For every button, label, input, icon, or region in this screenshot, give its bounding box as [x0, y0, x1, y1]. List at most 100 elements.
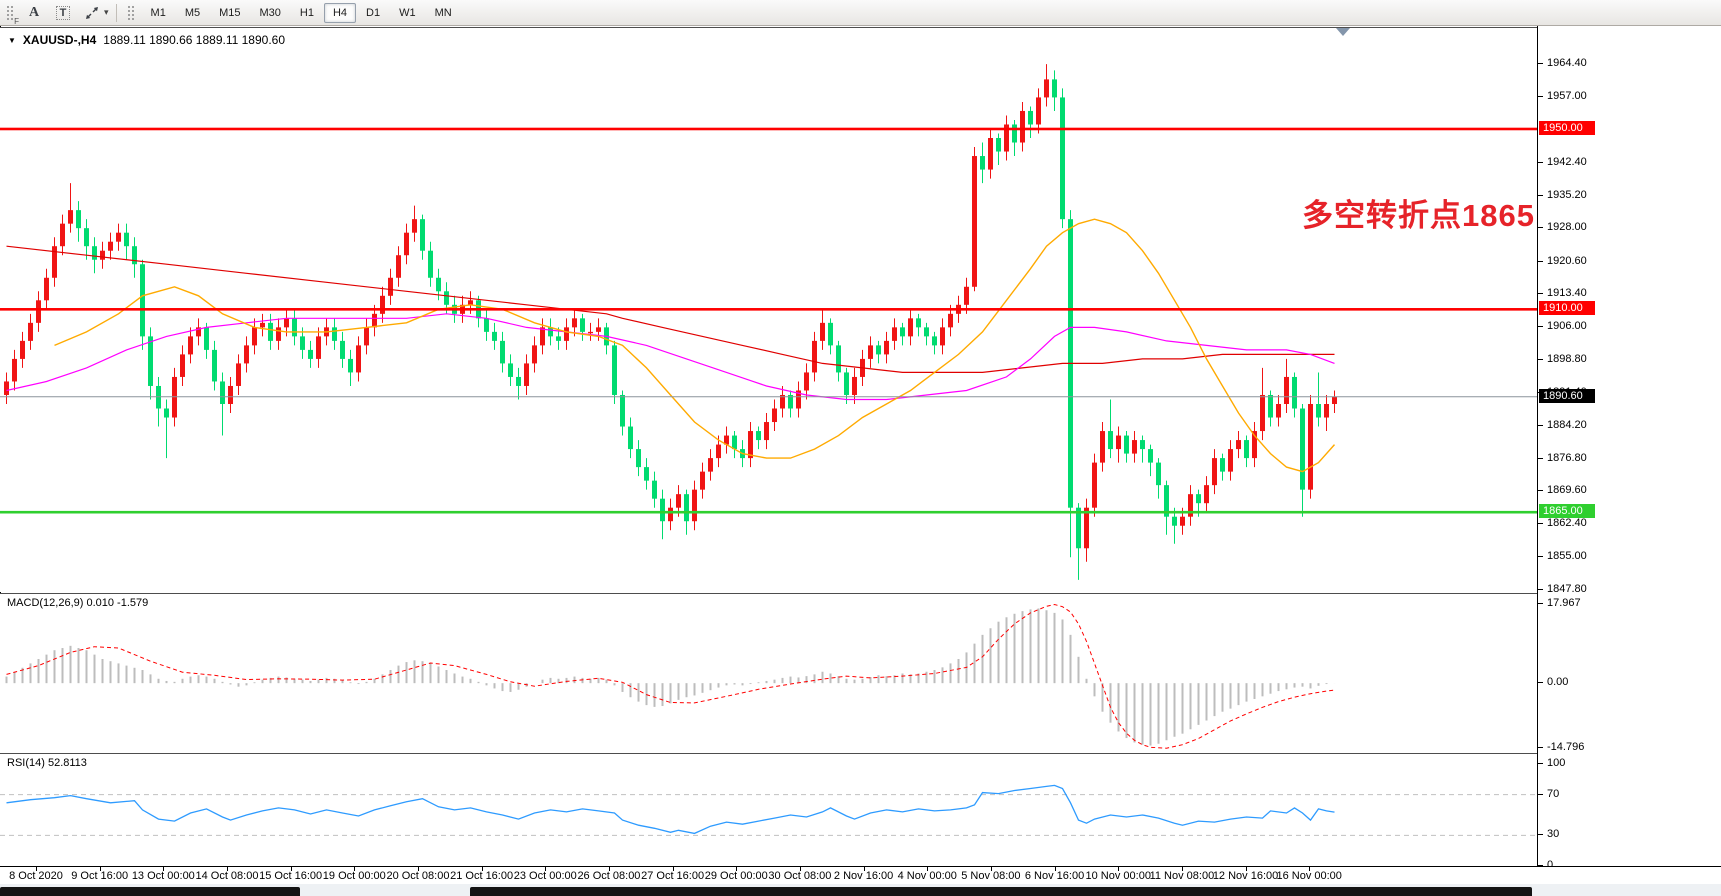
time-tick-dash [927, 867, 929, 871]
price-tick-dash [1538, 96, 1543, 98]
macd-tick: 17.967 [1547, 597, 1581, 610]
timeframe-mn-button[interactable]: MN [434, 6, 452, 19]
scroll-to-end-icon[interactable] [1336, 28, 1350, 36]
time-tick-dash [417, 867, 419, 871]
chart-symbol-label: XAUUSD-,H4 [22, 33, 97, 47]
price-tick-dash [1538, 358, 1543, 360]
time-label: 30 Oct 08:00 [768, 870, 832, 882]
rsi-label: RSI(14) 52.8113 [7, 757, 87, 769]
text-annotation-icon[interactable]: A [28, 4, 40, 20]
hline-1910[interactable] [0, 308, 1537, 311]
time-tick-dash [990, 867, 992, 871]
timeframe-m1-button[interactable]: M1 [150, 6, 166, 19]
time-tick-dash [290, 867, 292, 871]
grip-f-label: F [14, 16, 19, 26]
time-label: 26 Oct 08:00 [577, 870, 641, 882]
macd-indicator-chart [0, 593, 1537, 753]
timeframe-m15-button[interactable]: M15 [219, 6, 241, 19]
chart-text-annotation[interactable]: 多空转折点1865 [1302, 198, 1535, 233]
time-tick-dash [799, 867, 801, 871]
price-tick: 1920.60 [1547, 254, 1587, 267]
time-label: 10 Nov 00:00 [1085, 870, 1151, 882]
price-tick-dash [1538, 556, 1543, 558]
time-label: 14 Oct 08:00 [195, 870, 259, 882]
hline-1865[interactable] [0, 510, 1537, 514]
price-tick-dash [1538, 227, 1543, 229]
level-badge-1865.00: 1865.00 [1539, 504, 1595, 519]
timeframe-h4-button[interactable]: H4 [323, 2, 357, 23]
current-price-badge: 1890.60 [1539, 388, 1595, 403]
price-tick-dash [1538, 424, 1543, 426]
time-label: 29 Oct 00:00 [704, 870, 768, 882]
rsi-tick-dash [1538, 834, 1543, 836]
chart-quote-values: 1889.11 1890.66 1889.11 1890.60 [103, 33, 285, 47]
time-tick-dash [1118, 867, 1120, 871]
macd-tick: -14.796 [1547, 741, 1585, 754]
price-tick-dash [1538, 458, 1543, 459]
time-axis[interactable]: 8 Oct 2020 9 Oct 16:00 13 Oct 00:00 14 Oct … [0, 866, 1721, 884]
price-tick-dash [1538, 194, 1543, 196]
time-tick-dash [226, 867, 228, 871]
price-tick-dash [1538, 522, 1543, 524]
macd-tick-dash [1538, 603, 1543, 605]
ma-magenta-line [6, 313, 1335, 401]
arrow-dropdown-caret-icon[interactable]: ▾ [104, 7, 109, 17]
price-tick: 1884.20 [1547, 418, 1587, 431]
time-label: 20 Oct 08:00 [386, 870, 450, 882]
bottom-strip [0, 884, 1721, 896]
time-tick-dash [1245, 867, 1247, 871]
time-tick-dash [99, 867, 101, 871]
timeframe-m5-button[interactable]: M5 [184, 6, 201, 19]
toolbar-separator [115, 3, 117, 22]
price-tick: 1964.40 [1547, 57, 1587, 70]
bottom-strip-segment [470, 887, 1532, 896]
timeframe-m30-button[interactable]: M30 [259, 6, 281, 19]
text-label-icon[interactable]: T [55, 5, 71, 20]
macd-tick: 0.00 [1547, 676, 1569, 689]
timeframe-h1-button[interactable]: H1 [299, 6, 314, 19]
time-label: 21 Oct 16:00 [450, 870, 514, 882]
time-tick-dash [608, 867, 610, 871]
toolbar: F A T ▾ M1 M5 M15 M30 H1 H4 D1 W1 MN [0, 0, 1721, 26]
price-tick-dash [1538, 260, 1543, 262]
rsi-tick-dash [1538, 763, 1543, 764]
chart-header: ▼ XAUUSD-,H4 1889.11 1890.66 1889.11 189… [8, 33, 285, 47]
timeframe-grip-handle[interactable] [126, 4, 136, 21]
time-tick-dash [863, 867, 865, 871]
one-click-collapse-icon[interactable]: ▼ [8, 35, 16, 45]
toolbar-grip-handle[interactable]: F [6, 4, 19, 26]
price-tick-dash [1538, 63, 1543, 65]
rsi-tick: 100 [1547, 757, 1566, 769]
rsi-tick-dash [1538, 865, 1543, 866]
rsi-tick: 30 [1547, 828, 1560, 841]
rsi-tick: 70 [1547, 787, 1560, 800]
price-axis[interactable]: 1964.40 1957.00 1942.40 1935.20 1928.00 1920.… [1537, 26, 1721, 884]
time-tick-dash [672, 867, 674, 871]
ma-red-line [6, 245, 1335, 373]
price-tick: 1855.00 [1547, 550, 1587, 563]
time-tick-dash [1054, 867, 1056, 871]
time-label: 23 Oct 00:00 [513, 870, 577, 882]
hline-1950[interactable] [0, 127, 1537, 131]
rsi-tick: 0 [1547, 859, 1554, 871]
time-label: 9 Oct 16:00 [71, 870, 129, 882]
time-tick-dash [354, 867, 356, 871]
time-tick-dash [736, 867, 738, 871]
arrow-objects-icon[interactable] [79, 2, 105, 24]
time-label: 6 Nov 16:00 [1024, 870, 1085, 882]
price-tick: 1847.80 [1547, 582, 1587, 595]
rsi-tick-dash [1538, 793, 1543, 795]
price-tick-dash [1538, 588, 1543, 590]
time-label: 8 Oct 2020 [9, 870, 63, 882]
time-tick-dash [1309, 867, 1311, 871]
macd-tick-dash [1538, 747, 1543, 749]
price-tick-dash [1538, 292, 1543, 294]
timeframe-w1-button[interactable]: W1 [399, 6, 416, 19]
timeframe-d1-button[interactable]: D1 [366, 6, 381, 19]
price-tick: 1957.00 [1547, 90, 1587, 103]
ma-orange-line [54, 218, 1336, 473]
time-tick-dash [163, 867, 165, 871]
time-tick-dash [1181, 867, 1183, 871]
time-label: 19 Oct 00:00 [322, 870, 386, 882]
